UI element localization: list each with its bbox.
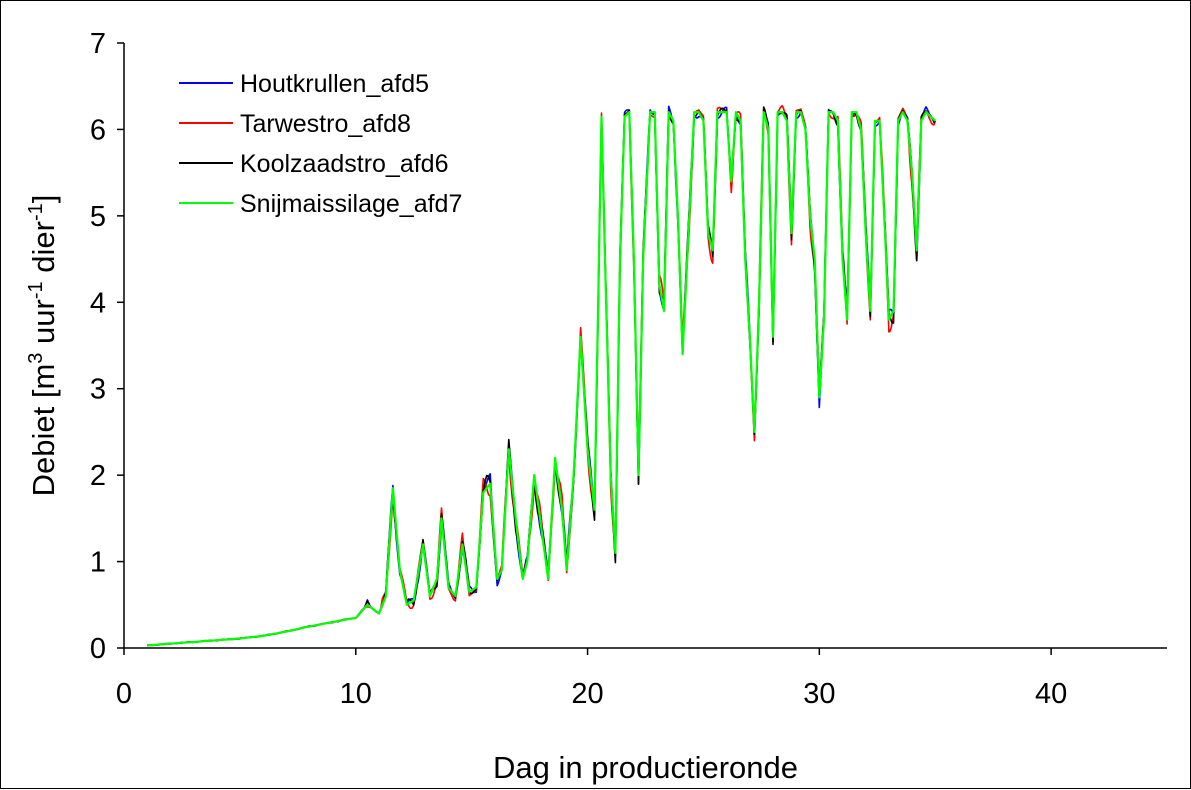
y-title-part: Debiet [m — [26, 364, 61, 497]
y-title-sup: -1 — [25, 203, 47, 221]
x-tick-label: 0 — [116, 678, 132, 710]
y-title-sup: 3 — [25, 353, 47, 364]
legend-label: Houtkrullen_afd5 — [240, 70, 429, 98]
legend-label: Koolzaadstro_afd6 — [240, 150, 448, 178]
legend-label: Snijmaissilage_afd7 — [240, 190, 462, 218]
series-line — [147, 106, 936, 647]
y-title-part: dier — [26, 221, 61, 281]
y-tick-label: 3 — [90, 374, 106, 406]
y-axis-title: Debiet [m3 uur-1 dier-1] — [25, 195, 61, 497]
x-ticks: 0 10 20 30 40 — [116, 648, 1067, 710]
y-tick-label: 2 — [90, 460, 106, 492]
y-tick-label: 7 — [90, 28, 106, 60]
y-tick-label: 4 — [90, 287, 106, 319]
series-layer — [147, 104, 936, 647]
y-title-part: ] — [26, 195, 61, 204]
x-tick-label: 40 — [1035, 678, 1067, 710]
x-axis-title: Dag in productieronde — [493, 750, 798, 785]
x-tick-label: 10 — [340, 678, 372, 710]
series-line — [147, 105, 936, 646]
legend: Houtkrullen_afd5 Tarwestro_afd8 Koolzaadst… — [179, 70, 462, 218]
x-tick-label: 30 — [803, 678, 835, 710]
y-title-part: uur — [26, 299, 61, 352]
y-tick-label: 0 — [90, 633, 106, 665]
y-tick-label: 1 — [90, 547, 106, 579]
x-tick-label: 20 — [571, 678, 603, 710]
series-line — [147, 104, 936, 647]
axes: 0 10 20 30 40 0 1 2 3 4 5 6 7 — [90, 28, 1167, 710]
y-title-sup: -1 — [25, 281, 47, 299]
y-tick-label: 6 — [90, 114, 106, 146]
legend-label: Tarwestro_afd8 — [240, 110, 411, 138]
y-tick-label: 5 — [90, 201, 106, 233]
y-ticks: 0 1 2 3 4 5 6 7 — [90, 28, 124, 665]
series-line — [147, 110, 936, 647]
